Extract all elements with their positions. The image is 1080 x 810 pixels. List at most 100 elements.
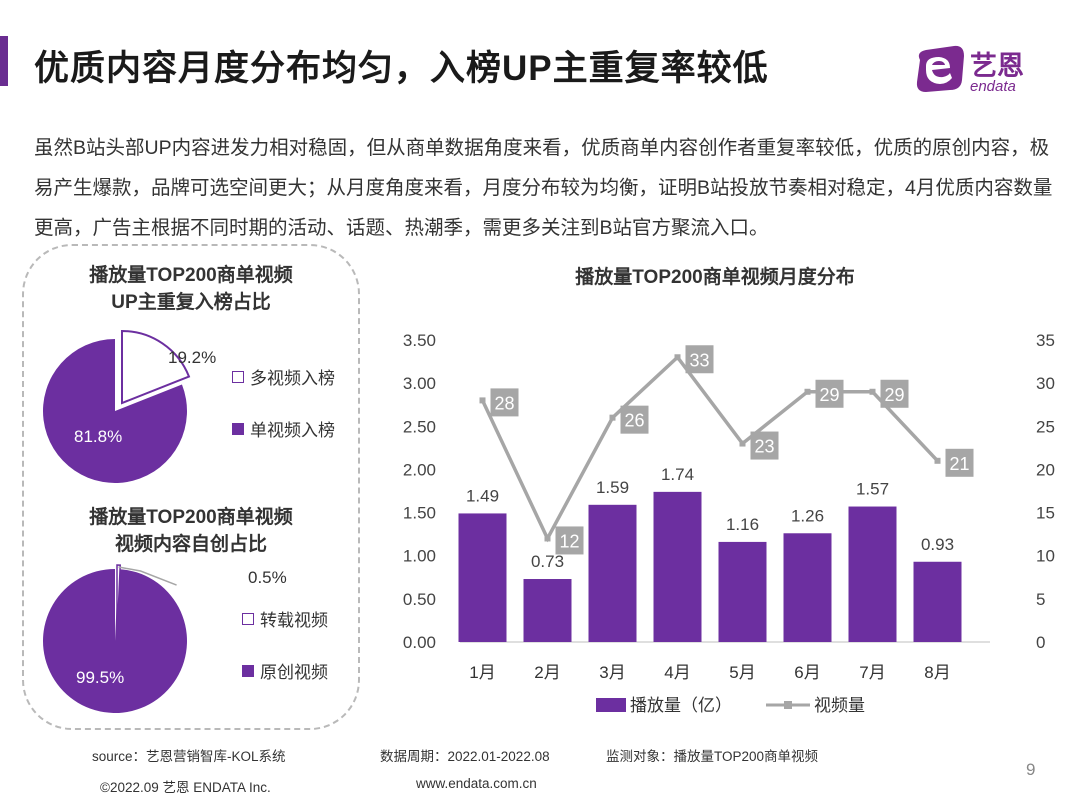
x-axis-tick: 3月 (599, 663, 625, 682)
legend-bar-swatch (596, 698, 626, 712)
y-axis-right-tick: 30 (1036, 374, 1055, 393)
footer-website[interactable]: www.endata.com.cn (416, 776, 537, 791)
pie1-slice-single (43, 339, 187, 483)
footer-object: 监测对象：播放量TOP200商单视频 (606, 749, 819, 764)
combo-chart-title: 播放量TOP200商单视频月度分布 (575, 267, 855, 288)
pie1-label-multi: 19.2% (168, 348, 216, 367)
footer-copyright: ©2022.09 艺恩 ENDATA Inc. (100, 780, 271, 795)
y-axis-right-tick: 5 (1036, 590, 1045, 609)
line-point (674, 354, 681, 361)
line-point (609, 414, 616, 421)
x-axis-tick: 8月 (924, 663, 950, 682)
y-axis-left-tick: 3.50 (403, 331, 436, 350)
line-value-label: 33 (689, 350, 709, 370)
title-accent-bar (0, 36, 8, 86)
pie1-legend-multi-label: 多视频入榜 (250, 369, 335, 388)
line-point (869, 388, 876, 395)
bar-value-label: 1.57 (856, 480, 889, 499)
bar (523, 579, 572, 642)
x-axis-tick: 6月 (794, 663, 820, 682)
bar-value-label: 1.74 (661, 465, 694, 484)
y-axis-left-tick: 1.00 (403, 547, 436, 566)
y-axis-right-tick: 10 (1036, 547, 1055, 566)
legend-swatch-outline (232, 370, 244, 383)
pie2-slice-repost (116, 564, 122, 640)
intro-paragraph: 虽然B站头部UP内容进发力相对稳固，但从商单数据角度来看，优质商单内容创作者重复… (34, 137, 1053, 239)
y-axis-left-tick: 0.50 (403, 590, 436, 609)
pie1-title-line2: UP主重复入榜占比 (111, 292, 271, 313)
pie2-legend-repost: 转载视频 (242, 606, 328, 631)
line-value-label: 12 (559, 531, 579, 551)
pie2-label-original: 99.5% (76, 668, 124, 687)
logo-cn-text: 艺恩 (970, 51, 1024, 82)
bar-value-label: 1.59 (596, 478, 629, 497)
line-point (739, 440, 746, 447)
line-label-box (750, 431, 779, 460)
bar (848, 506, 897, 642)
logo-en-text: endata (970, 78, 1016, 95)
bar-value-label: 1.26 (791, 506, 824, 525)
line-point (804, 388, 811, 395)
x-axis-tick: 5月 (729, 663, 755, 682)
x-axis-tick: 4月 (664, 663, 690, 682)
line-value-label: 28 (494, 393, 514, 413)
line-value-label: 26 (624, 411, 644, 431)
pie2-title: 播放量TOP200商单视频 视频内容自创占比 (22, 504, 360, 558)
line-value-label: 23 (754, 437, 774, 457)
bar-value-label: 0.93 (921, 535, 954, 554)
legend-line-marker (784, 701, 792, 709)
endata-logo: 艺恩 endata (916, 45, 1024, 95)
pie2-chart: 0.5% 99.5% (42, 564, 287, 713)
pie1-legend-single-label: 单视频入榜 (250, 421, 335, 440)
bar (783, 533, 832, 642)
bar (588, 504, 637, 642)
pie-panel (22, 244, 360, 730)
bar (718, 541, 767, 642)
pie1-legend-multi: 多视频入榜 (232, 364, 335, 389)
bar (653, 491, 702, 642)
footer-period: 数据周期：2022.01-2022.08 (380, 749, 550, 764)
y-axis-right-tick: 25 (1036, 417, 1055, 436)
pie2-legend-repost-label: 转载视频 (260, 611, 328, 630)
x-axis-tick: 7月 (859, 663, 885, 682)
line-label-box (945, 448, 974, 477)
y-axis-left-tick: 3.00 (403, 374, 436, 393)
x-axis-tick: 1月 (469, 663, 495, 682)
pie2-leader-line (118, 566, 177, 586)
legend-swatch-outline (242, 612, 254, 625)
pie2-legend-original: 原创视频 (242, 658, 328, 683)
y-axis-right-tick: 15 (1036, 504, 1055, 523)
y-axis-left-tick: 2.50 (403, 417, 436, 436)
pie1-title: 播放量TOP200商单视频 UP主重复入榜占比 (22, 262, 360, 316)
line-point (934, 457, 941, 464)
legend-line-label: 视频量 (814, 696, 865, 715)
pie2-title-line1: 播放量TOP200商单视频 (89, 507, 293, 528)
line-value-label: 29 (884, 385, 904, 405)
page-number: 9 (1026, 760, 1036, 779)
line-label-box (620, 405, 649, 434)
line-label-box (815, 379, 844, 408)
y-axis-left-tick: 1.50 (403, 504, 436, 523)
line-label-box (685, 345, 714, 374)
y-axis-right-tick: 0 (1036, 633, 1045, 652)
bar-value-label: 0.73 (531, 552, 564, 571)
bar (458, 513, 507, 642)
pie2-label-repost: 0.5% (248, 568, 287, 587)
logo-mark-icon (916, 45, 964, 92)
pie1-title-line1: 播放量TOP200商单视频 (89, 265, 293, 286)
legend-bar-label: 播放量（亿） (630, 696, 732, 715)
x-axis-tick: 2月 (534, 663, 560, 682)
bar-value-label: 1.16 (726, 515, 759, 534)
pie2-legend-original-label: 原创视频 (260, 663, 328, 682)
line-series (480, 354, 939, 543)
line-label-box (490, 388, 519, 417)
pie1-slice-multi (121, 329, 191, 405)
pie1-label-single: 81.8% (74, 427, 122, 446)
bar (913, 561, 962, 642)
line-point (544, 535, 551, 542)
combo-chart: 0.00 0.50 1.00 1.50 2.00 2.50 3.00 3.50 0 5 10 15 20… (403, 331, 1055, 715)
line-label-box (880, 379, 909, 408)
y-axis-right-tick: 35 (1036, 331, 1055, 350)
footer-source: source：艺恩营销智库-KOL系统 (92, 749, 286, 764)
line-label-box (555, 526, 584, 555)
